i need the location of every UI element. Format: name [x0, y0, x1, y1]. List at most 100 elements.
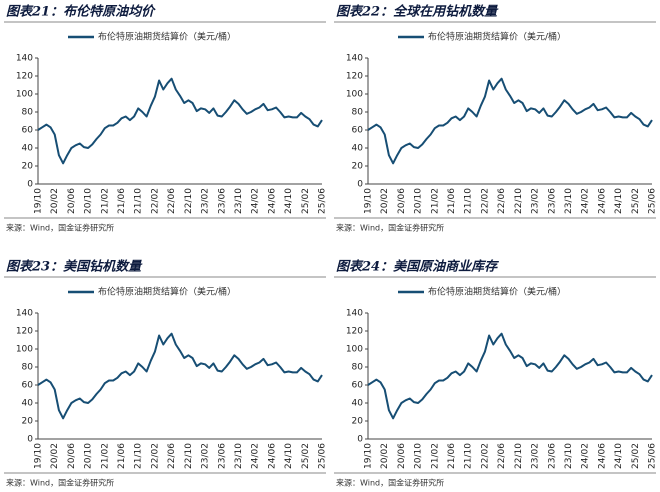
x-tick-label: 22/06	[497, 188, 507, 214]
source-note: 来源：Wind，国金证券研究所	[6, 223, 114, 233]
x-tick-label: 19/10	[34, 443, 44, 469]
x-tick-label: 21/10	[134, 188, 144, 214]
y-tick-label: 20	[352, 417, 364, 427]
price-line	[367, 332, 653, 420]
x-tick-label: 22/06	[167, 188, 177, 214]
x-tick-label: 23/06	[217, 188, 227, 214]
x-tick-label: 21/10	[134, 443, 144, 469]
y-tick-label: 100	[346, 90, 363, 100]
y-tick-label: 100	[16, 90, 33, 100]
y-tick-label: 0	[27, 435, 33, 445]
price-line	[367, 77, 653, 165]
x-tick-label: 24/10	[614, 188, 624, 214]
source-note: 来源：Wind，国金证券研究所	[336, 223, 444, 233]
x-tick-label: 25/06	[648, 188, 658, 214]
x-tick-label: 24/02	[251, 443, 261, 469]
x-tick-label: 20/06	[397, 443, 407, 469]
x-tick-label: 19/10	[364, 443, 374, 469]
y-tick-label: 80	[352, 363, 364, 373]
y-tick-label: 60	[352, 126, 364, 136]
legend-label: 布伦特原油期货结算价（美元/桶）	[98, 286, 236, 298]
x-tick-label: 20/10	[414, 443, 424, 469]
x-tick-label: 21/02	[430, 188, 440, 214]
x-tick-label: 21/02	[430, 443, 440, 469]
x-tick-label: 24/02	[251, 188, 261, 214]
y-tick-label: 140	[16, 309, 33, 319]
x-tick-label: 24/06	[597, 443, 607, 469]
x-tick-label: 24/02	[581, 443, 591, 469]
y-tick-label: 140	[346, 54, 363, 64]
x-tick-label: 24/10	[284, 443, 294, 469]
x-tick-label: 23/02	[531, 443, 541, 469]
x-tick-label: 20/02	[380, 188, 390, 214]
legend-label: 布伦特原油期货结算价（美元/桶）	[428, 31, 566, 43]
x-tick-label: 20/02	[380, 443, 390, 469]
x-tick-label: 22/10	[514, 443, 524, 469]
y-tick-label: 60	[22, 381, 34, 391]
x-tick-label: 23/10	[564, 188, 574, 214]
x-tick-label: 23/06	[217, 443, 227, 469]
y-tick-label: 80	[352, 108, 364, 118]
x-tick-label: 20/06	[67, 443, 77, 469]
x-tick-label: 21/06	[447, 188, 457, 214]
x-tick-label: 21/10	[464, 188, 474, 214]
x-tick-label: 20/02	[50, 188, 60, 214]
y-tick-label: 60	[22, 126, 34, 136]
x-tick-label: 25/06	[318, 188, 328, 214]
x-tick-label: 20/10	[414, 188, 424, 214]
x-tick-label: 23/10	[234, 188, 244, 214]
x-tick-label: 25/02	[631, 443, 641, 469]
chart-title: 图表23：美国钻机数量	[6, 259, 143, 275]
x-tick-label: 20/02	[50, 443, 60, 469]
x-tick-label: 21/06	[117, 188, 127, 214]
x-tick-label: 24/06	[267, 188, 277, 214]
y-tick-label: 20	[22, 417, 34, 427]
x-tick-label: 20/10	[84, 188, 94, 214]
chart-title: 图表22：全球在用钻机数量	[336, 4, 499, 20]
y-tick-label: 40	[22, 144, 34, 154]
y-tick-label: 40	[22, 399, 34, 409]
y-tick-label: 0	[27, 180, 33, 190]
x-tick-label: 22/02	[480, 443, 490, 469]
y-tick-label: 120	[16, 327, 33, 337]
x-tick-label: 21/06	[447, 443, 457, 469]
x-tick-label: 24/06	[597, 188, 607, 214]
x-tick-label: 20/06	[67, 188, 77, 214]
y-tick-label: 140	[346, 309, 363, 319]
y-tick-label: 20	[22, 162, 34, 172]
y-tick-label: 120	[346, 327, 363, 337]
x-tick-label: 24/02	[581, 188, 591, 214]
y-tick-label: 120	[346, 72, 363, 82]
x-tick-label: 24/10	[284, 188, 294, 214]
x-tick-label: 25/06	[648, 443, 658, 469]
x-tick-label: 23/02	[531, 188, 541, 214]
x-tick-label: 25/06	[318, 443, 328, 469]
x-tick-label: 23/06	[547, 443, 557, 469]
y-tick-label: 40	[352, 144, 364, 154]
x-tick-label: 20/10	[84, 443, 94, 469]
x-tick-label: 22/06	[497, 443, 507, 469]
x-tick-label: 21/06	[117, 443, 127, 469]
chart-title: 图表24：美国原油商业库存	[336, 259, 499, 275]
source-note: 来源：Wind，国金证券研究所	[336, 478, 444, 488]
price-line	[37, 332, 323, 420]
y-tick-label: 80	[22, 363, 34, 373]
x-tick-label: 19/10	[34, 188, 44, 214]
x-tick-label: 24/06	[267, 443, 277, 469]
x-tick-label: 23/02	[201, 443, 211, 469]
y-tick-label: 100	[16, 345, 33, 355]
x-tick-label: 21/02	[100, 443, 110, 469]
x-tick-label: 24/10	[614, 443, 624, 469]
x-tick-label: 23/10	[234, 443, 244, 469]
x-tick-label: 21/10	[464, 443, 474, 469]
y-tick-label: 0	[357, 180, 363, 190]
x-tick-label: 22/10	[514, 188, 524, 214]
x-tick-label: 22/10	[184, 443, 194, 469]
x-tick-label: 25/02	[301, 443, 311, 469]
legend-label: 布伦特原油期货结算价（美元/桶）	[98, 31, 236, 43]
x-tick-label: 23/02	[201, 188, 211, 214]
y-tick-label: 120	[16, 72, 33, 82]
x-tick-label: 22/02	[150, 188, 160, 214]
price-line	[37, 77, 323, 165]
